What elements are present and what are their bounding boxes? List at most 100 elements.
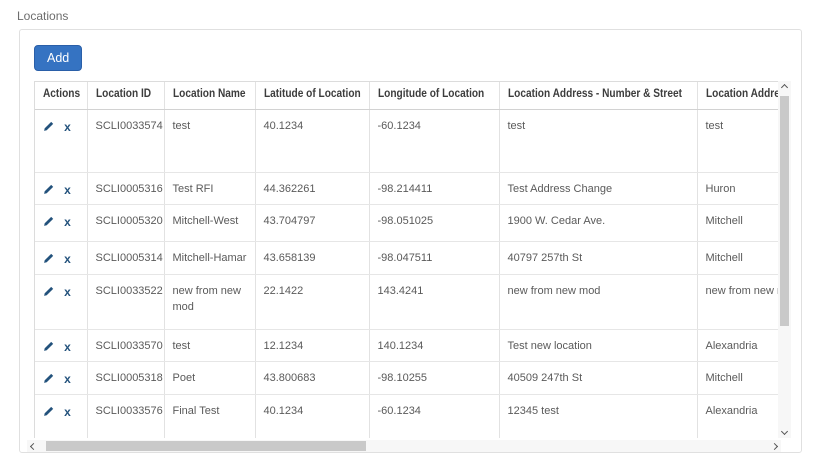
street-cell: Test Address Change [499,172,698,205]
location-id-cell: SCLI0033576 [87,394,165,438]
street-cell: 40509 247th St [499,361,698,395]
locations-panel: Add Actions Location ID Location Name La… [19,29,802,453]
pencil-icon[interactable] [43,216,54,233]
longitude-cell: -60.1234 [369,109,500,173]
latitude-cell: 43.704797 [255,204,370,242]
longitude-cell: -98.214411 [369,172,500,205]
actions-cell: x [35,329,88,362]
x-icon[interactable]: x [64,182,71,197]
city-cell: Mitchell [697,241,778,275]
table-row: x SCLI0005318 Poet 43.800683 -98.10255 4… [35,361,778,395]
city-cell: Huron [697,172,778,205]
x-icon[interactable]: x [64,339,71,354]
location-id-cell: SCLI0005318 [87,361,165,395]
location-name-cell: Poet [164,361,256,395]
longitude-cell: -98.10255 [369,361,500,395]
add-button[interactable]: Add [34,45,83,71]
table-header-row: Actions Location ID Location Name Latitu… [35,82,778,110]
x-icon[interactable]: x [64,372,71,386]
latitude-cell: 40.1234 [255,109,370,173]
latitude-cell: 43.658139 [255,241,370,275]
location-name-cell: test [164,329,256,362]
location-name-cell: Mitchell-Hamar [164,241,256,275]
locations-table: Actions Location ID Location Name Latitu… [35,82,778,438]
scroll-up-button[interactable] [778,81,791,94]
location-id-cell: SCLI0005320 [87,204,165,242]
actions-cell: x [35,274,88,330]
latitude-cell: 44.362261 [255,172,370,205]
table-row: x SCLI0033574 test 40.1234 -60.1234 test… [35,109,778,173]
latitude-cell: 43.800683 [255,361,370,395]
x-icon[interactable]: x [64,404,71,419]
actions-cell: x [35,361,88,395]
street-cell: 12345 test [499,394,698,438]
locations-table-viewport: Actions Location ID Location Name Latitu… [34,81,778,438]
longitude-cell: 143.4241 [369,274,500,330]
city-cell: Mitchell [697,361,778,395]
longitude-cell: 140.1234 [369,329,500,362]
scroll-left-button[interactable] [27,440,40,452]
street-cell: Test new location [499,329,698,362]
location-name-cell: Mitchell-West [164,204,256,242]
column-header-latitude: Latitude of Location [255,82,370,110]
table-body: x SCLI0033574 test 40.1234 -60.1234 test… [35,109,778,438]
city-cell: new from new mod [697,274,778,330]
page-title: Locations [17,9,69,23]
column-header-location-name: Location Name [164,82,256,110]
table-row: x SCLI0005316 Test RFI 44.362261 -98.214… [35,172,778,205]
city-cell: Alexandria [697,329,778,362]
street-cell: 1900 W. Cedar Ave. [499,204,698,242]
column-header-street: Location Address - Number & Street [499,82,698,110]
street-cell: test [499,109,698,173]
latitude-cell: 12.1234 [255,329,370,362]
scroll-down-button[interactable] [778,425,791,438]
pencil-icon[interactable] [43,184,54,201]
x-icon[interactable]: x [64,215,71,229]
location-id-cell: SCLI0005314 [87,241,165,275]
city-cell: Mitchell [697,204,778,242]
column-header-location-id: Location ID [87,82,165,110]
scroll-right-button[interactable] [768,440,781,452]
column-header-city: Location Address - City [697,82,778,110]
pencil-icon[interactable] [43,121,54,138]
street-cell: 40797 257th St [499,241,698,275]
vertical-scrollbar-thumb[interactable] [780,96,789,326]
pencil-icon[interactable] [43,406,54,423]
table-row: x SCLI0033576 Final Test 40.1234 -60.123… [35,394,778,438]
chevron-right-icon [770,442,779,450]
chevron-left-icon [29,442,38,450]
horizontal-scrollbar[interactable] [27,440,781,452]
x-icon[interactable]: x [64,252,71,266]
column-header-longitude: Longitude of Location [369,82,500,110]
actions-cell: x [35,172,88,205]
latitude-cell: 22.1422 [255,274,370,330]
pencil-icon[interactable] [43,373,54,390]
vertical-scrollbar[interactable] [778,81,791,438]
table-row: x SCLI0033522 new from new mod 22.1422 1… [35,274,778,330]
actions-cell: x [35,394,88,438]
horizontal-scrollbar-thumb[interactable] [46,441,366,451]
pencil-icon[interactable] [43,253,54,270]
actions-cell: x [35,204,88,242]
location-id-cell: SCLI0005316 [87,172,165,205]
actions-cell: x [35,109,88,173]
actions-cell: x [35,241,88,275]
chevron-down-icon [780,427,789,436]
location-name-cell: Test RFI [164,172,256,205]
location-id-cell: SCLI0033570 [87,329,165,362]
pencil-icon[interactable] [43,286,54,303]
city-cell: Alexandria [697,394,778,438]
column-header-actions: Actions [35,82,88,110]
pencil-icon[interactable] [43,341,54,358]
longitude-cell: -60.1234 [369,394,500,438]
x-icon[interactable]: x [64,284,71,299]
location-name-cell: Final Test [164,394,256,438]
location-id-cell: SCLI0033574 [87,109,165,173]
location-name-cell: new from new mod [164,274,256,330]
location-name-cell: test [164,109,256,173]
x-icon[interactable]: x [64,119,71,134]
table-row: x SCLI0005320 Mitchell-West 43.704797 -9… [35,204,778,242]
location-id-cell: SCLI0033522 [87,274,165,330]
latitude-cell: 40.1234 [255,394,370,438]
chevron-up-icon [780,83,789,92]
